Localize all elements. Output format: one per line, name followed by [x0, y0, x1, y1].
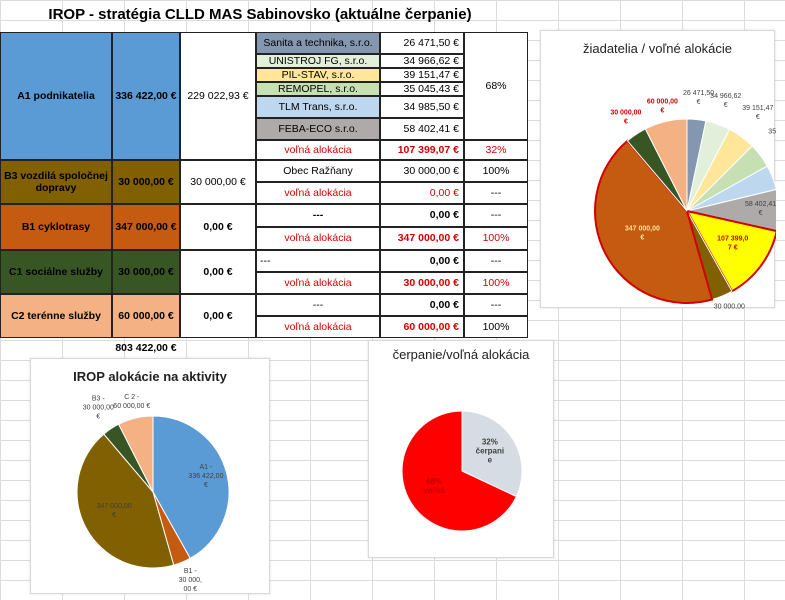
a1-applicant-3-value[interactable]: 35 045,43 € — [380, 82, 464, 96]
a1-applicant-2[interactable]: PIL-STAV, s.r.o. — [256, 68, 380, 82]
b1-applicant[interactable]: --- — [256, 204, 380, 227]
pie1-label-7: 30 000,00€ — [714, 303, 745, 309]
pie3-label-0: 32% čerpani e — [476, 437, 504, 464]
c2-free-label[interactable]: voľná alokácia — [256, 316, 380, 338]
pie1-label-6: 107 399,0 7 € — [717, 236, 748, 252]
pie1-slice-4[interactable] — [686, 165, 776, 212]
a1-free-label[interactable]: voľná alokácia — [256, 140, 380, 160]
activities-chart[interactable]: IROP alokácie na aktivity A1 -336 422,00… — [30, 358, 270, 594]
pie1-label-3: 35 045,43€ — [768, 128, 776, 144]
pie2-label-4: C 2 -60 000,00 € — [113, 394, 150, 410]
a1-applicant-5[interactable]: FEBA-ECO s.r.o. — [256, 118, 380, 140]
b1-free-label[interactable]: voľná alokácia — [256, 227, 380, 250]
b3-free-label[interactable]: voľná alokácia — [256, 182, 380, 204]
c1-total[interactable]: 30 000,00 € — [112, 250, 180, 294]
c2-total[interactable]: 60 000,00 € — [112, 294, 180, 338]
b3-free-value[interactable]: 0,00 € — [380, 182, 464, 204]
pie1-label-2: 39 151,47 € — [742, 105, 773, 121]
b3-applicant-pct[interactable]: 100% — [464, 160, 528, 182]
pie3-slice-0[interactable] — [461, 410, 523, 498]
pie2-slice-0[interactable] — [152, 415, 230, 559]
pie1-label-5: 58 402,41 € — [745, 201, 776, 217]
c2-label[interactable]: C2 terénne služby — [0, 294, 112, 338]
pie1-slice-5[interactable] — [686, 189, 776, 232]
pie1-slice-6[interactable] — [685, 209, 776, 293]
pie1-label-10: 60 000,00 € — [647, 99, 678, 115]
applicants-pie-svg: 26 471,50€34 966,62€39 151,47€ 35 045,43€… — [594, 90, 776, 309]
a1-free-pct[interactable]: 32% — [464, 140, 528, 160]
c2-free-value[interactable]: 60 000,00 € — [380, 316, 464, 338]
pie1-label-9: 30 000,00 € — [610, 110, 641, 126]
pie1-slice-8[interactable] — [594, 139, 714, 304]
pie1-label-8: 347 000,00 € — [625, 225, 660, 241]
c1-applicant-value[interactable]: 0,00 € — [380, 250, 464, 272]
b1-spent[interactable]: 0,00 € — [180, 204, 256, 250]
pie1-label-1: 34 966,62 € — [710, 93, 741, 109]
c1-free-pct[interactable]: 100% — [464, 272, 528, 294]
a1-applicant-0-value[interactable]: 26 471,50 € — [380, 32, 464, 54]
usage-chart[interactable]: čerpanie/voľná alokácia 32% čerpani e 68% vo… — [368, 340, 554, 558]
b1-free-value[interactable]: 347 000,00 € — [380, 227, 464, 250]
a1-spent-pct[interactable]: 68% — [464, 32, 528, 140]
c1-applicant[interactable]: --- — [256, 250, 380, 272]
activities-pie-svg: A1 -336 422,00 € B1 -30 000, 00 € 347 000,00… — [76, 394, 230, 593]
pie2-label-0: A1 -336 422,00 € — [188, 464, 223, 489]
b1-applicant-pct[interactable]: --- — [464, 204, 528, 227]
b3-free-pct[interactable]: --- — [464, 182, 528, 204]
grand-total[interactable]: 803 422,00 € — [115, 341, 177, 354]
pie3-slice-1[interactable] — [401, 410, 517, 532]
usage-chart-title: čerpanie/voľná alokácia — [392, 347, 530, 362]
b3-applicant[interactable]: Obec Ražňany — [256, 160, 380, 182]
c2-free-pct[interactable]: 100% — [464, 316, 528, 338]
b3-label[interactable]: B3 vozdilá spoločnej dopravy — [0, 160, 112, 204]
c1-free-value[interactable]: 30 000,00 € — [380, 272, 464, 294]
a1-applicant-1-value[interactable]: 34 966,62 € — [380, 54, 464, 68]
pie1-label-0: 26 471,50 € — [683, 90, 714, 106]
b1-free-pct[interactable]: 100% — [464, 227, 528, 250]
b1-label[interactable]: B1 cyklotrasy — [0, 204, 112, 250]
pie3-label-1: 68% voľná — [423, 477, 445, 495]
c1-free-label[interactable]: voľná alokácia — [256, 272, 380, 294]
a1-applicant-4[interactable]: TLM Trans, s.r.o. — [256, 96, 380, 118]
c2-applicant[interactable]: --- — [256, 294, 380, 316]
pie2-label-2: 347 000,00 € — [97, 503, 132, 519]
a1-applicant-4-value[interactable]: 34 985,50 € — [380, 96, 464, 118]
applicants-chart[interactable]: žiadatelia / voľné alokácie 26 471,50 €34… — [540, 30, 776, 309]
applicants-chart-title: žiadatelia / voľné alokácie — [582, 41, 733, 56]
a1-label[interactable]: A1 podnikatelia — [0, 32, 112, 160]
a1-applicant-1[interactable]: UNISTROJ FG, s.r.o. — [256, 54, 380, 68]
usage-pie-svg: 32% čerpani e 68% voľná — [401, 410, 523, 532]
c2-applicant-value[interactable]: 0,00 € — [380, 294, 464, 316]
pie2-label-3: B3 -30 000,00 € — [83, 396, 114, 421]
pie2-label-1: B1 -30 000, 00 € — [179, 568, 202, 593]
c2-applicant-pct[interactable]: --- — [464, 294, 528, 316]
c1-spent[interactable]: 0,00 € — [180, 250, 256, 294]
c2-spent[interactable]: 0,00 € — [180, 294, 256, 338]
a1-applicant-2-value[interactable]: 39 151,47 € — [380, 68, 464, 82]
c1-applicant-pct[interactable]: --- — [464, 250, 528, 272]
c1-label[interactable]: C1 sociálne služby — [0, 250, 112, 294]
pie2-slice-2[interactable] — [76, 433, 175, 569]
sheet-title: IROP - stratégia CLLD MAS Sabinovsko (ak… — [48, 6, 472, 23]
pie2-slice-4[interactable] — [117, 415, 154, 493]
b3-spent[interactable]: 30 000,00 € — [180, 160, 256, 204]
a1-applicant-5-value[interactable]: 58 402,41 € — [380, 118, 464, 140]
pie1-slice-10[interactable] — [644, 118, 688, 212]
a1-free-value[interactable]: 107 399,07 € — [380, 140, 464, 160]
a1-total[interactable]: 336 422,00 € — [112, 32, 180, 160]
b1-applicant-value[interactable]: 0,00 € — [380, 204, 464, 227]
a1-spent[interactable]: 229 022,93 € — [180, 32, 256, 160]
b1-total[interactable]: 347 000,00 € — [112, 204, 180, 250]
activities-chart-title: IROP alokácie na aktivity — [73, 369, 227, 384]
a1-applicant-3[interactable]: REMOPEL, s.r.o. — [256, 82, 380, 96]
b3-total[interactable]: 30 000,00 € — [112, 160, 180, 204]
b3-applicant-value[interactable]: 30 000,00 € — [380, 160, 464, 182]
a1-applicant-0[interactable]: Sanita a technika, s.r.o. — [256, 32, 380, 54]
